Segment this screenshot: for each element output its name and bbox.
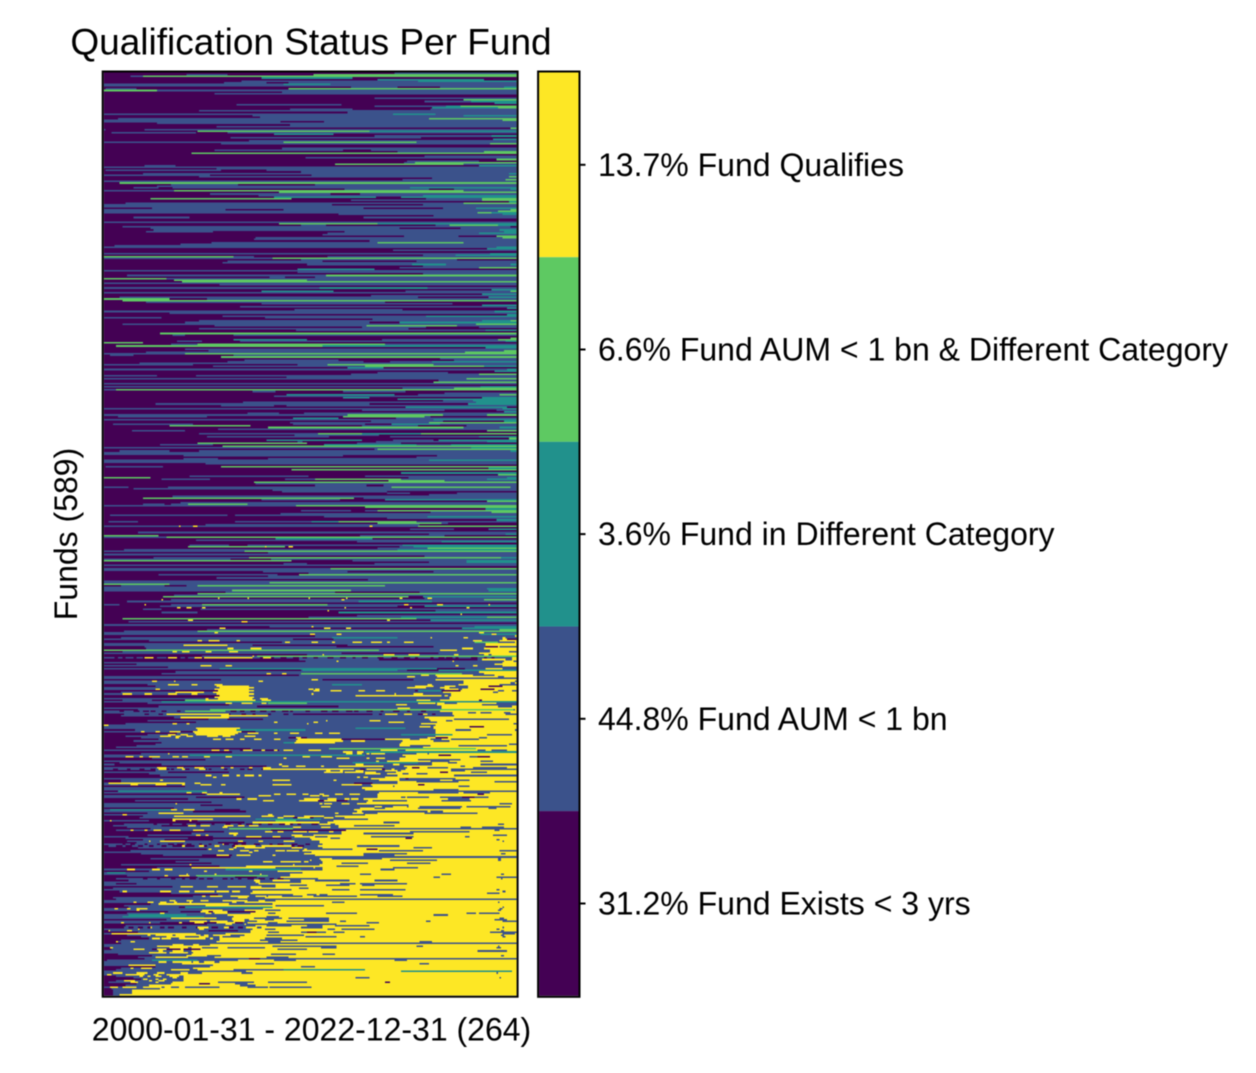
- svg-text:44.8% Fund AUM < 1 bn: 44.8% Fund AUM < 1 bn: [598, 701, 948, 737]
- svg-text:6.6% Fund AUM < 1 bn & Differe: 6.6% Fund AUM < 1 bn & Different Categor…: [598, 332, 1228, 368]
- svg-text:2000-01-31 - 2022-12-31 (264): 2000-01-31 - 2022-12-31 (264): [92, 1012, 531, 1048]
- svg-text:Qualification Status Per Fund: Qualification Status Per Fund: [70, 22, 551, 63]
- svg-text:Funds (589): Funds (589): [48, 448, 84, 621]
- svg-text:31.2% Fund Exists < 3 yrs: 31.2% Fund Exists < 3 yrs: [598, 886, 971, 922]
- svg-text:3.6% Fund in Different Categor: 3.6% Fund in Different Category: [598, 516, 1055, 552]
- svg-text:13.7% Fund Qualifies: 13.7% Fund Qualifies: [598, 147, 904, 183]
